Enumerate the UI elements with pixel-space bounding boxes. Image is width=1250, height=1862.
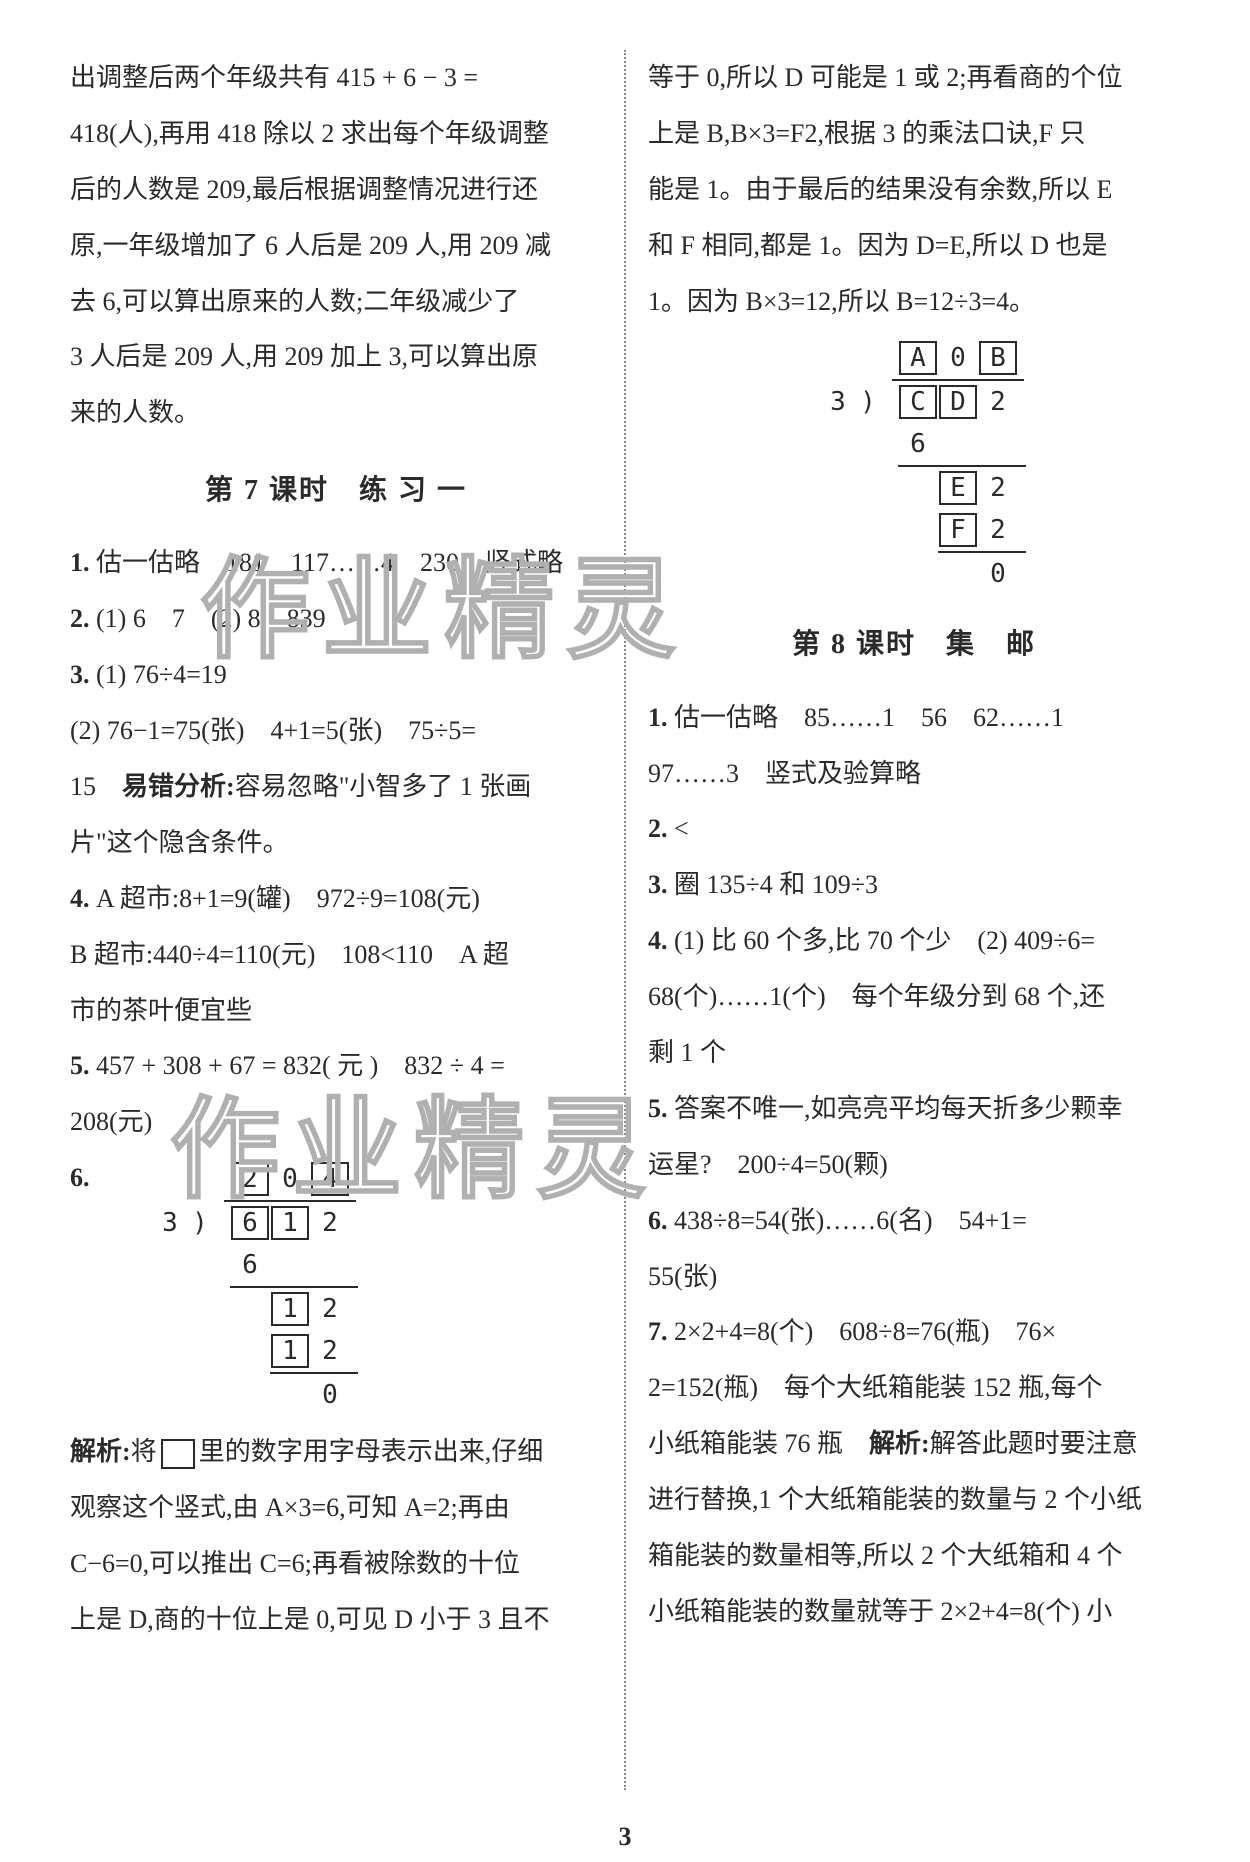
right-intro: 等于 0,所以 D 可能是 1 或 2;再看商的个位上是 B,B×3=F2,根据… xyxy=(648,50,1180,329)
r-q4c: 剩 1 个 xyxy=(648,1025,1180,1081)
q5a-text: 457 + 308 + 67 = 832( 元 ) 832 ÷ 4 = xyxy=(96,1051,505,1080)
left-intro: 出调整后两个年级共有 415 + 6 − 3 =418(人),再用 418 除以… xyxy=(70,50,602,441)
r-q5a: 5. 答案不唯一,如亮亮平均每天折多少颗幸 xyxy=(648,1081,1180,1137)
analysis-1: 观察这个竖式,由 A×3=6,可知 A=2;再由 xyxy=(70,1480,602,1536)
r-q7f: 小纸箱能装的数量就等于 2×2+4=8(个) 小 xyxy=(648,1584,1180,1640)
r-q1a-text: 估一估略 85……1 56 62……1 xyxy=(674,703,1064,732)
r-q5b: 运星? 200÷4=50(颗) xyxy=(648,1137,1180,1193)
q2: 2. (1) 6 7 (2) 8 839 xyxy=(70,591,602,647)
q4a: 4. A 超市:8+1=9(罐) 972÷9=108(元) xyxy=(70,871,602,927)
q4b: B 超市:440÷4=110(元) 108<110 A 超 xyxy=(70,927,602,983)
q3a-text: (1) 76÷4=19 xyxy=(96,660,227,689)
r-q7c-pre: 小纸箱能装 76 瓶 xyxy=(648,1429,869,1458)
r-q7c-bold: 解析: xyxy=(869,1429,930,1458)
analysis: 解析:将里的数字用字母表示出来,仔细 xyxy=(70,1424,602,1480)
section-title-8: 第 8 课时 集 邮 xyxy=(648,615,1180,675)
r-q7a: 7. 2×2+4=8(个) 608÷8=76(瓶) 76× xyxy=(648,1304,1180,1360)
r-q2-text: < xyxy=(674,814,689,843)
r-q7c: 小纸箱能装 76 瓶 解析:解答此题时要注意 xyxy=(648,1416,1180,1472)
r-q1a: 1. 估一估略 85……1 56 62……1 xyxy=(648,690,1180,746)
r-q4a: 4. (1) 比 60 个多,比 70 个少 (2) 409÷6= xyxy=(648,913,1180,969)
q3c-pre: 15 xyxy=(70,772,122,801)
r-q1b: 97……3 竖式及验算略 xyxy=(648,746,1180,802)
r-q7c-post: 解答此题时要注意 xyxy=(930,1429,1138,1458)
analysis-bold: 解析: xyxy=(70,1437,131,1466)
q3a: 3. (1) 76÷4=19 xyxy=(70,647,602,703)
r-q6a-text: 438÷8=54(张)……6(名) 54+1= xyxy=(674,1206,1027,1235)
q6-label: 6. xyxy=(70,1150,110,1206)
r-q2: 2. < xyxy=(648,801,1180,857)
blank-box-icon xyxy=(161,1439,195,1469)
r-q7e: 箱能装的数量相等,所以 2 个大纸箱和 4 个 xyxy=(648,1528,1180,1584)
left-column: 出调整后两个年级共有 415 + 6 − 3 =418(人),再用 418 除以… xyxy=(70,50,624,1790)
r-q7b: 2=152(瓶) 每个大纸箱能装 152 瓶,每个 xyxy=(648,1360,1180,1416)
r-q5a-text: 答案不唯一,如亮亮平均每天折多少颗幸 xyxy=(674,1094,1123,1123)
q3d: 片"这个隐含条件。 xyxy=(70,815,602,871)
page-number: 3 xyxy=(0,1822,1250,1852)
r-q6b: 55(张) xyxy=(648,1249,1180,1305)
right-column: 等于 0,所以 D 可能是 1 或 2;再看商的个位上是 B,B×3=F2,根据… xyxy=(626,50,1180,1790)
q1-text: 估一估略 181 117……4 230 竖式略 xyxy=(96,548,563,577)
q5a: 5. 457 + 308 + 67 = 832( 元 ) 832 ÷ 4 = xyxy=(70,1038,602,1094)
r-q3-text: 圈 135÷4 和 109÷3 xyxy=(674,870,878,899)
r-q4b: 68(个)……1(个) 每个年级分到 68 个,还 xyxy=(648,969,1180,1025)
long-division-2: A0B3)CD26E2F20 xyxy=(818,337,1180,595)
analysis-line-0: 将里的数字用字母表示出来,仔细 xyxy=(131,1437,544,1466)
r-q3: 3. 圈 135÷4 和 109÷3 xyxy=(648,857,1180,913)
two-column-layout: 出调整后两个年级共有 415 + 6 − 3 =418(人),再用 418 除以… xyxy=(70,50,1180,1790)
q4c: 市的茶叶便宜些 xyxy=(70,983,602,1039)
q5b: 208(元) xyxy=(70,1094,602,1150)
r-q7a-text: 2×2+4=8(个) 608÷8=76(瓶) 76× xyxy=(674,1317,1056,1346)
r-q6a: 6. 438÷8=54(张)……6(名) 54+1= xyxy=(648,1193,1180,1249)
q2-text: (1) 6 7 (2) 8 839 xyxy=(96,604,326,633)
analysis-3: 上是 D,商的十位上是 0,可见 D 小于 3 且不 xyxy=(70,1592,602,1648)
q3c-post: 容易忽略"小智多了 1 张画 xyxy=(235,772,532,801)
q1: 1. 估一估略 181 117……4 230 竖式略 xyxy=(70,535,602,591)
q4a-text: A 超市:8+1=9(罐) 972÷9=108(元) xyxy=(96,884,480,913)
r-q4a-text: (1) 比 60 个多,比 70 个少 (2) 409÷6= xyxy=(674,926,1095,955)
q3c: 15 易错分析:容易忽略"小智多了 1 张画 xyxy=(70,759,602,815)
q3b: (2) 76−1=75(张) 4+1=5(张) 75÷5= xyxy=(70,703,602,759)
section-title-7: 第 7 课时 练 习 一 xyxy=(70,461,602,521)
r-q7d: 进行替换,1 个大纸箱能装的数量与 2 个小纸 xyxy=(648,1472,1180,1528)
long-division-1: 2043)612612120 xyxy=(150,1158,358,1416)
analysis-2: C−6=0,可以推出 C=6;再看被除数的十位 xyxy=(70,1536,602,1592)
q3c-bold: 易错分析: xyxy=(122,772,235,801)
